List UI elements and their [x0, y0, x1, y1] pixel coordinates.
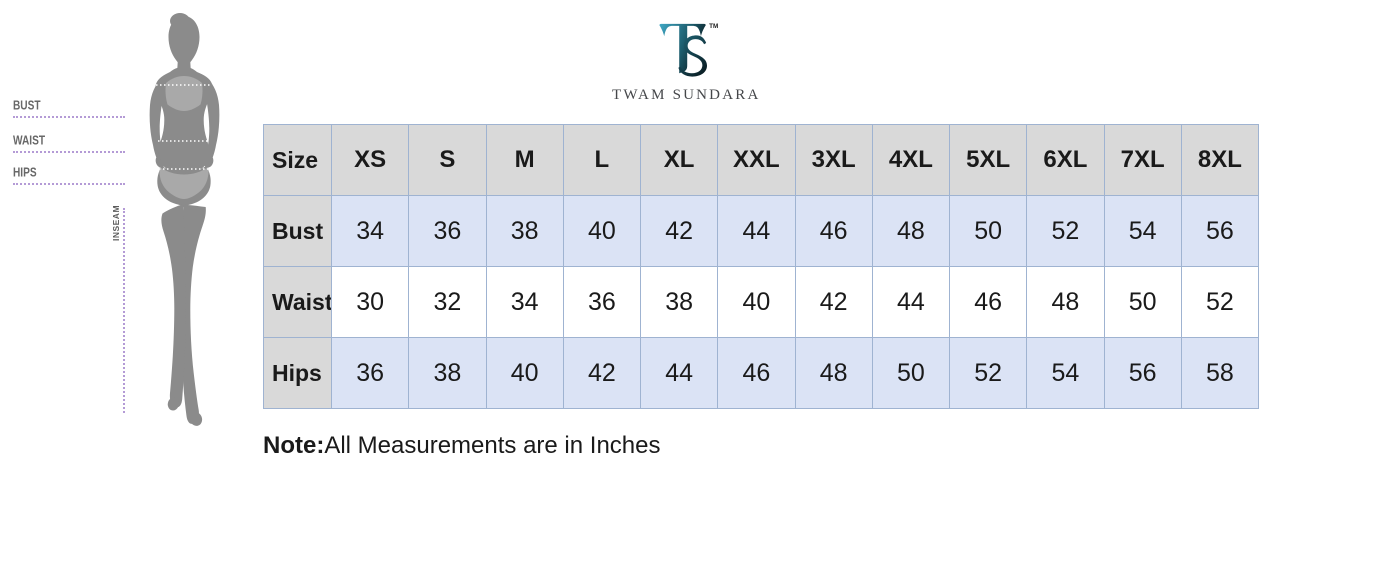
svg-text:TM: TM: [709, 23, 718, 30]
